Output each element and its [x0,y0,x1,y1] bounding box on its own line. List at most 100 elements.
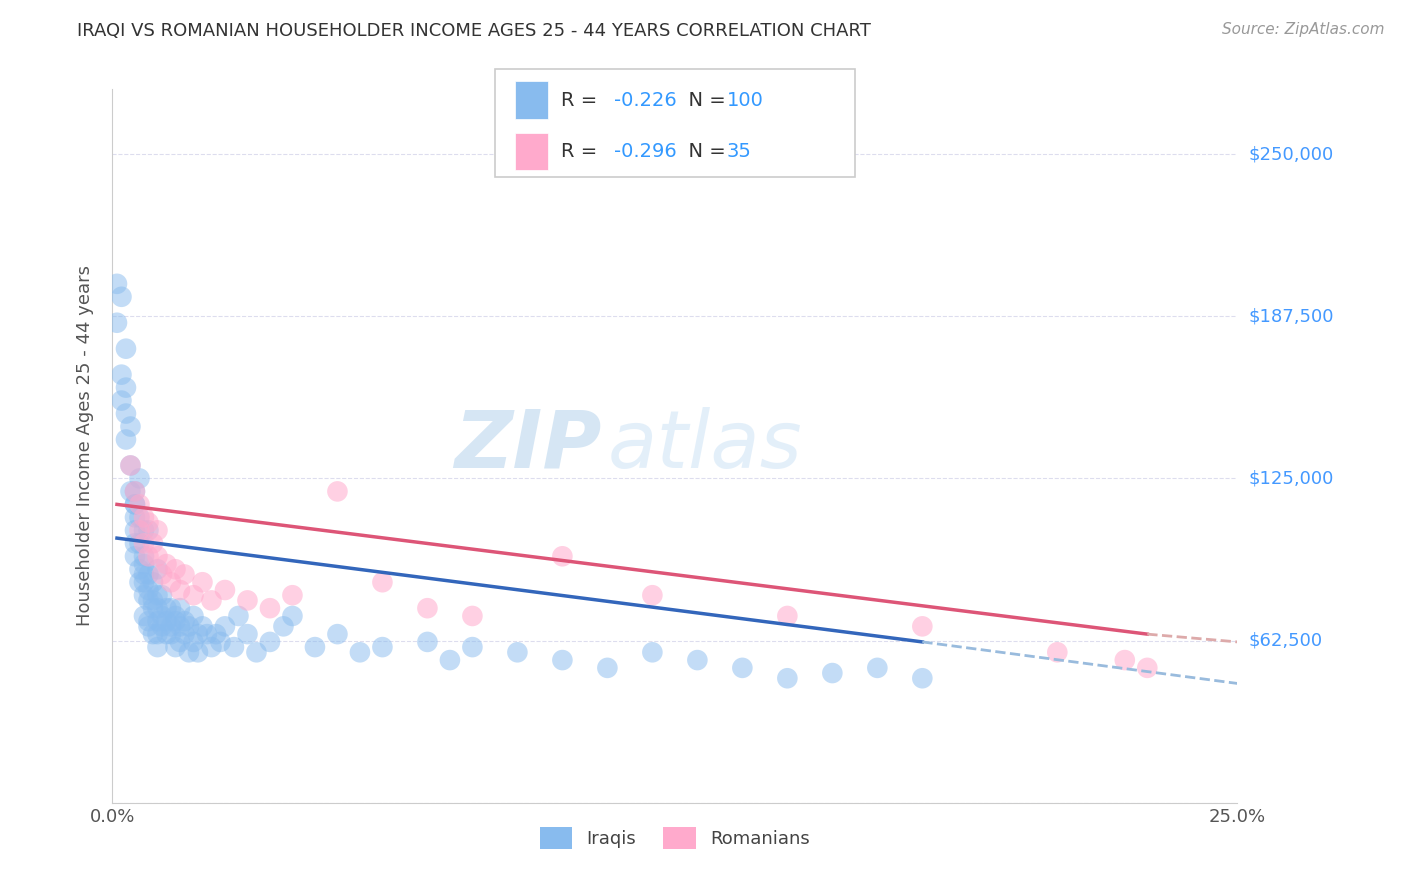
Point [191,619,214,633]
Point [115,407,138,421]
Point [155,557,177,571]
Point [209,635,232,649]
Point [146,562,169,576]
Point [228,609,250,624]
Point [1136,661,1159,675]
Text: atlas: atlas [607,407,803,485]
Point [281,609,304,624]
Text: -0.296: -0.296 [614,142,678,161]
Point [132,575,155,590]
Point [146,549,169,564]
Point [187,645,209,659]
Point [120,419,142,434]
Point [281,588,304,602]
Point [371,640,394,654]
Point [146,614,169,628]
Point [731,661,754,675]
Point [416,635,439,649]
Point [146,524,169,538]
Point [155,601,177,615]
Point [506,645,529,659]
Point [155,614,177,628]
Point [138,567,160,582]
Text: 35: 35 [727,142,752,161]
Point [128,471,150,485]
Point [132,588,155,602]
Point [128,575,150,590]
Text: $62,500: $62,500 [1249,632,1323,649]
Point [222,640,245,654]
Point [191,575,214,590]
Point [132,524,155,538]
Point [641,645,664,659]
Point [128,562,150,576]
Point [105,316,128,330]
Point [138,549,160,564]
Text: $125,000: $125,000 [1249,469,1334,487]
Point [165,562,187,576]
Point [138,582,160,597]
Point [120,458,142,473]
Text: R =: R = [561,142,603,161]
Point [124,484,146,499]
Point [142,601,165,615]
Text: 100: 100 [727,91,763,110]
Point [138,619,160,633]
Point [150,567,173,582]
Legend: Iraqis, Romanians: Iraqis, Romanians [530,818,820,858]
Point [326,484,349,499]
Point [142,575,165,590]
Point [551,653,574,667]
Point [128,497,150,511]
Point [776,671,799,685]
Point [1046,645,1069,659]
Point [150,609,173,624]
Point [461,609,484,624]
Point [132,567,155,582]
Text: Source: ZipAtlas.com: Source: ZipAtlas.com [1222,22,1385,37]
Point [142,627,165,641]
Point [416,601,439,615]
Point [132,510,155,524]
Point [200,593,222,607]
Point [273,619,295,633]
Point [150,619,173,633]
Point [132,609,155,624]
Point [177,645,200,659]
Text: ZIP: ZIP [454,407,602,485]
Point [214,619,236,633]
Point [146,601,169,615]
Point [146,588,169,602]
Point [259,601,281,615]
Point [124,497,146,511]
Point [132,557,155,571]
Point [349,645,371,659]
Point [138,593,160,607]
Point [551,549,574,564]
Y-axis label: Householder Income Ages 25 - 44 years: Householder Income Ages 25 - 44 years [76,266,94,626]
Point [169,635,191,649]
Point [183,635,205,649]
Point [371,575,394,590]
Point [165,609,187,624]
Point [138,516,160,530]
Text: R =: R = [561,91,603,110]
Point [236,593,259,607]
Point [169,582,191,597]
Point [304,640,326,654]
Point [160,627,183,641]
Text: -0.226: -0.226 [614,91,678,110]
Point [115,433,138,447]
Point [686,653,709,667]
Point [124,536,146,550]
Point [259,635,281,649]
Point [1114,653,1136,667]
Point [138,524,160,538]
Point [115,381,138,395]
Point [326,627,349,641]
Point [105,277,128,291]
Point [142,593,165,607]
Point [205,627,228,641]
Text: IRAQI VS ROMANIAN HOUSEHOLDER INCOME AGES 25 - 44 YEARS CORRELATION CHART: IRAQI VS ROMANIAN HOUSEHOLDER INCOME AGE… [77,22,872,40]
Point [132,536,155,550]
